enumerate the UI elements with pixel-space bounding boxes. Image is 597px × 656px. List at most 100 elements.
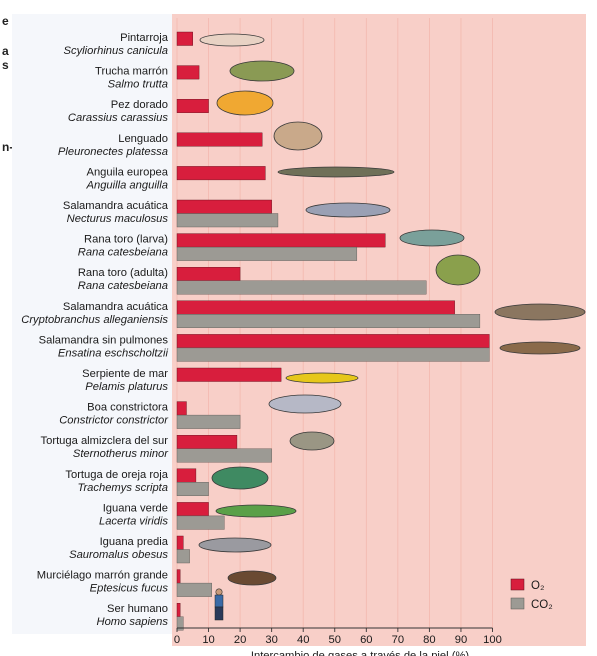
category-common-name: Serpiente de mar [82, 368, 168, 380]
category-common-name: Murciélago marrón grande [37, 570, 168, 582]
human-illustration [214, 588, 224, 621]
bat-illustration [227, 570, 277, 586]
bar-o2 [176, 65, 200, 80]
x-tick-label: 30 [265, 634, 277, 646]
category-scientific-name: Rana catesbeiana [78, 247, 168, 259]
category-scientific-name: Lacerta viridis [99, 515, 168, 527]
bar-o2 [176, 166, 266, 181]
bar-o2 [176, 199, 272, 214]
bar-co2 [176, 213, 279, 228]
legend: O₂ CO₂ [510, 578, 553, 611]
human-head [215, 588, 223, 596]
bar-o2 [176, 435, 238, 449]
margin-fragment-4: n- [2, 140, 14, 154]
category-common-name: Salamandra acuática [63, 301, 169, 313]
category-scientific-name: Pelamis platurus [85, 381, 168, 393]
bar-o2 [176, 267, 241, 281]
category-scientific-name: Cryptobranchus alleganiensis [21, 314, 168, 326]
category-common-name: Tortuga de oreja roja [65, 469, 168, 481]
bar-o2 [176, 300, 455, 315]
category-common-name: Ser humano [107, 603, 168, 615]
bar-o2 [176, 468, 197, 483]
x-tick-label: 100 [483, 634, 502, 646]
legend-label-o2: O₂ [531, 580, 544, 592]
eel-illustration [277, 166, 395, 178]
x-axis-label: Intercambio de gases a través de la piel… [251, 650, 470, 656]
bullfrog-illustration [435, 254, 481, 286]
category-common-name: Pez dorado [111, 99, 168, 111]
bars [176, 31, 490, 631]
x-tick-label: 80 [423, 634, 435, 646]
left-margin: e a s n- [0, 0, 14, 656]
category-common-name: Salamandra acuática [63, 200, 169, 212]
necturus-illustration [305, 202, 391, 218]
bar-o2 [176, 132, 263, 147]
legend-swatch-co2 [510, 597, 525, 610]
bar-co2 [176, 616, 184, 631]
category-scientific-name: Pleuronectes platessa [58, 146, 168, 158]
legend-swatch-o2 [510, 578, 525, 591]
category-scientific-name: Salmo trutta [108, 79, 168, 91]
sea-snake-illustration [285, 372, 359, 384]
bar-o2 [176, 233, 386, 248]
category-scientific-name: Homo sapiens [96, 616, 168, 628]
ensatina-illustration [499, 341, 581, 355]
bar-co2 [176, 549, 190, 564]
x-tick-label: 10 [202, 634, 214, 646]
category-scientific-name: Rana catesbeiana [78, 280, 168, 292]
bar-co2 [176, 347, 490, 362]
bar-o2 [176, 98, 209, 113]
bar-o2 [176, 569, 181, 584]
slider-turtle-illustration [211, 466, 269, 490]
category-common-name: Iguana verde [103, 502, 168, 514]
hellbender-illustration [494, 303, 586, 321]
bar-o2 [176, 603, 181, 617]
category-scientific-name: Anguilla anguilla [86, 179, 168, 191]
margin-fragment-1: e [2, 14, 9, 28]
x-tick-label: 90 [455, 634, 467, 646]
musk-turtle-illustration [289, 431, 335, 451]
bar-co2 [176, 448, 272, 463]
category-common-name: Rana toro (adulta) [78, 267, 168, 279]
category-scientific-name: Ensatina eschscholtzii [58, 347, 169, 359]
category-scientific-name: Carassius carassius [68, 112, 169, 124]
category-scientific-name: Sauromalus obesus [69, 549, 168, 561]
category-scientific-name: Eptesicus fucus [90, 583, 169, 595]
x-axis: 0 10 20 30 40 50 60 70 80 90 100 Intercambio de gas… [174, 627, 502, 656]
bar-o2 [176, 334, 490, 349]
trout-illustration [229, 60, 295, 82]
category-scientific-name: Sternotherus minor [73, 448, 169, 460]
bar-o2 [176, 535, 184, 550]
category-common-name: Boa constrictora [87, 402, 169, 414]
category-common-name: Anguila europea [87, 166, 169, 178]
bar-co2 [176, 246, 358, 261]
bar-o2 [176, 502, 209, 517]
category-scientific-name: Necturus maculosus [67, 213, 169, 225]
category-common-name: Pintarroja [120, 32, 169, 44]
bar-co2 [176, 515, 225, 530]
bar-co2 [176, 582, 212, 597]
bar-co2 [176, 414, 241, 429]
x-tick-label: 20 [234, 634, 246, 646]
category-common-name: Tortuga almizclera del sur [41, 435, 169, 447]
category-common-name: Iguana predia [100, 536, 169, 548]
flatfish-illustration [273, 121, 323, 151]
legend-label-co2: CO₂ [531, 599, 553, 611]
human-legs [214, 606, 224, 621]
bar-co2 [176, 482, 209, 496]
category-scientific-name: Trachemys scripta [77, 482, 168, 494]
x-tick-label: 0 [174, 634, 180, 646]
tadpole-illustration [399, 229, 465, 247]
human-body [214, 594, 224, 608]
category-scientific-name: Scyliorhinus canicula [64, 45, 168, 57]
chuckwalla-illustration [198, 537, 272, 553]
bar-co2 [176, 314, 481, 328]
x-tick-label: 50 [329, 634, 341, 646]
x-tick-label: 70 [392, 634, 404, 646]
category-common-name: Lenguado [118, 133, 168, 145]
x-tick-label: 60 [360, 634, 372, 646]
category-common-name: Rana toro (larva) [84, 234, 168, 246]
bar-o2 [176, 367, 282, 382]
